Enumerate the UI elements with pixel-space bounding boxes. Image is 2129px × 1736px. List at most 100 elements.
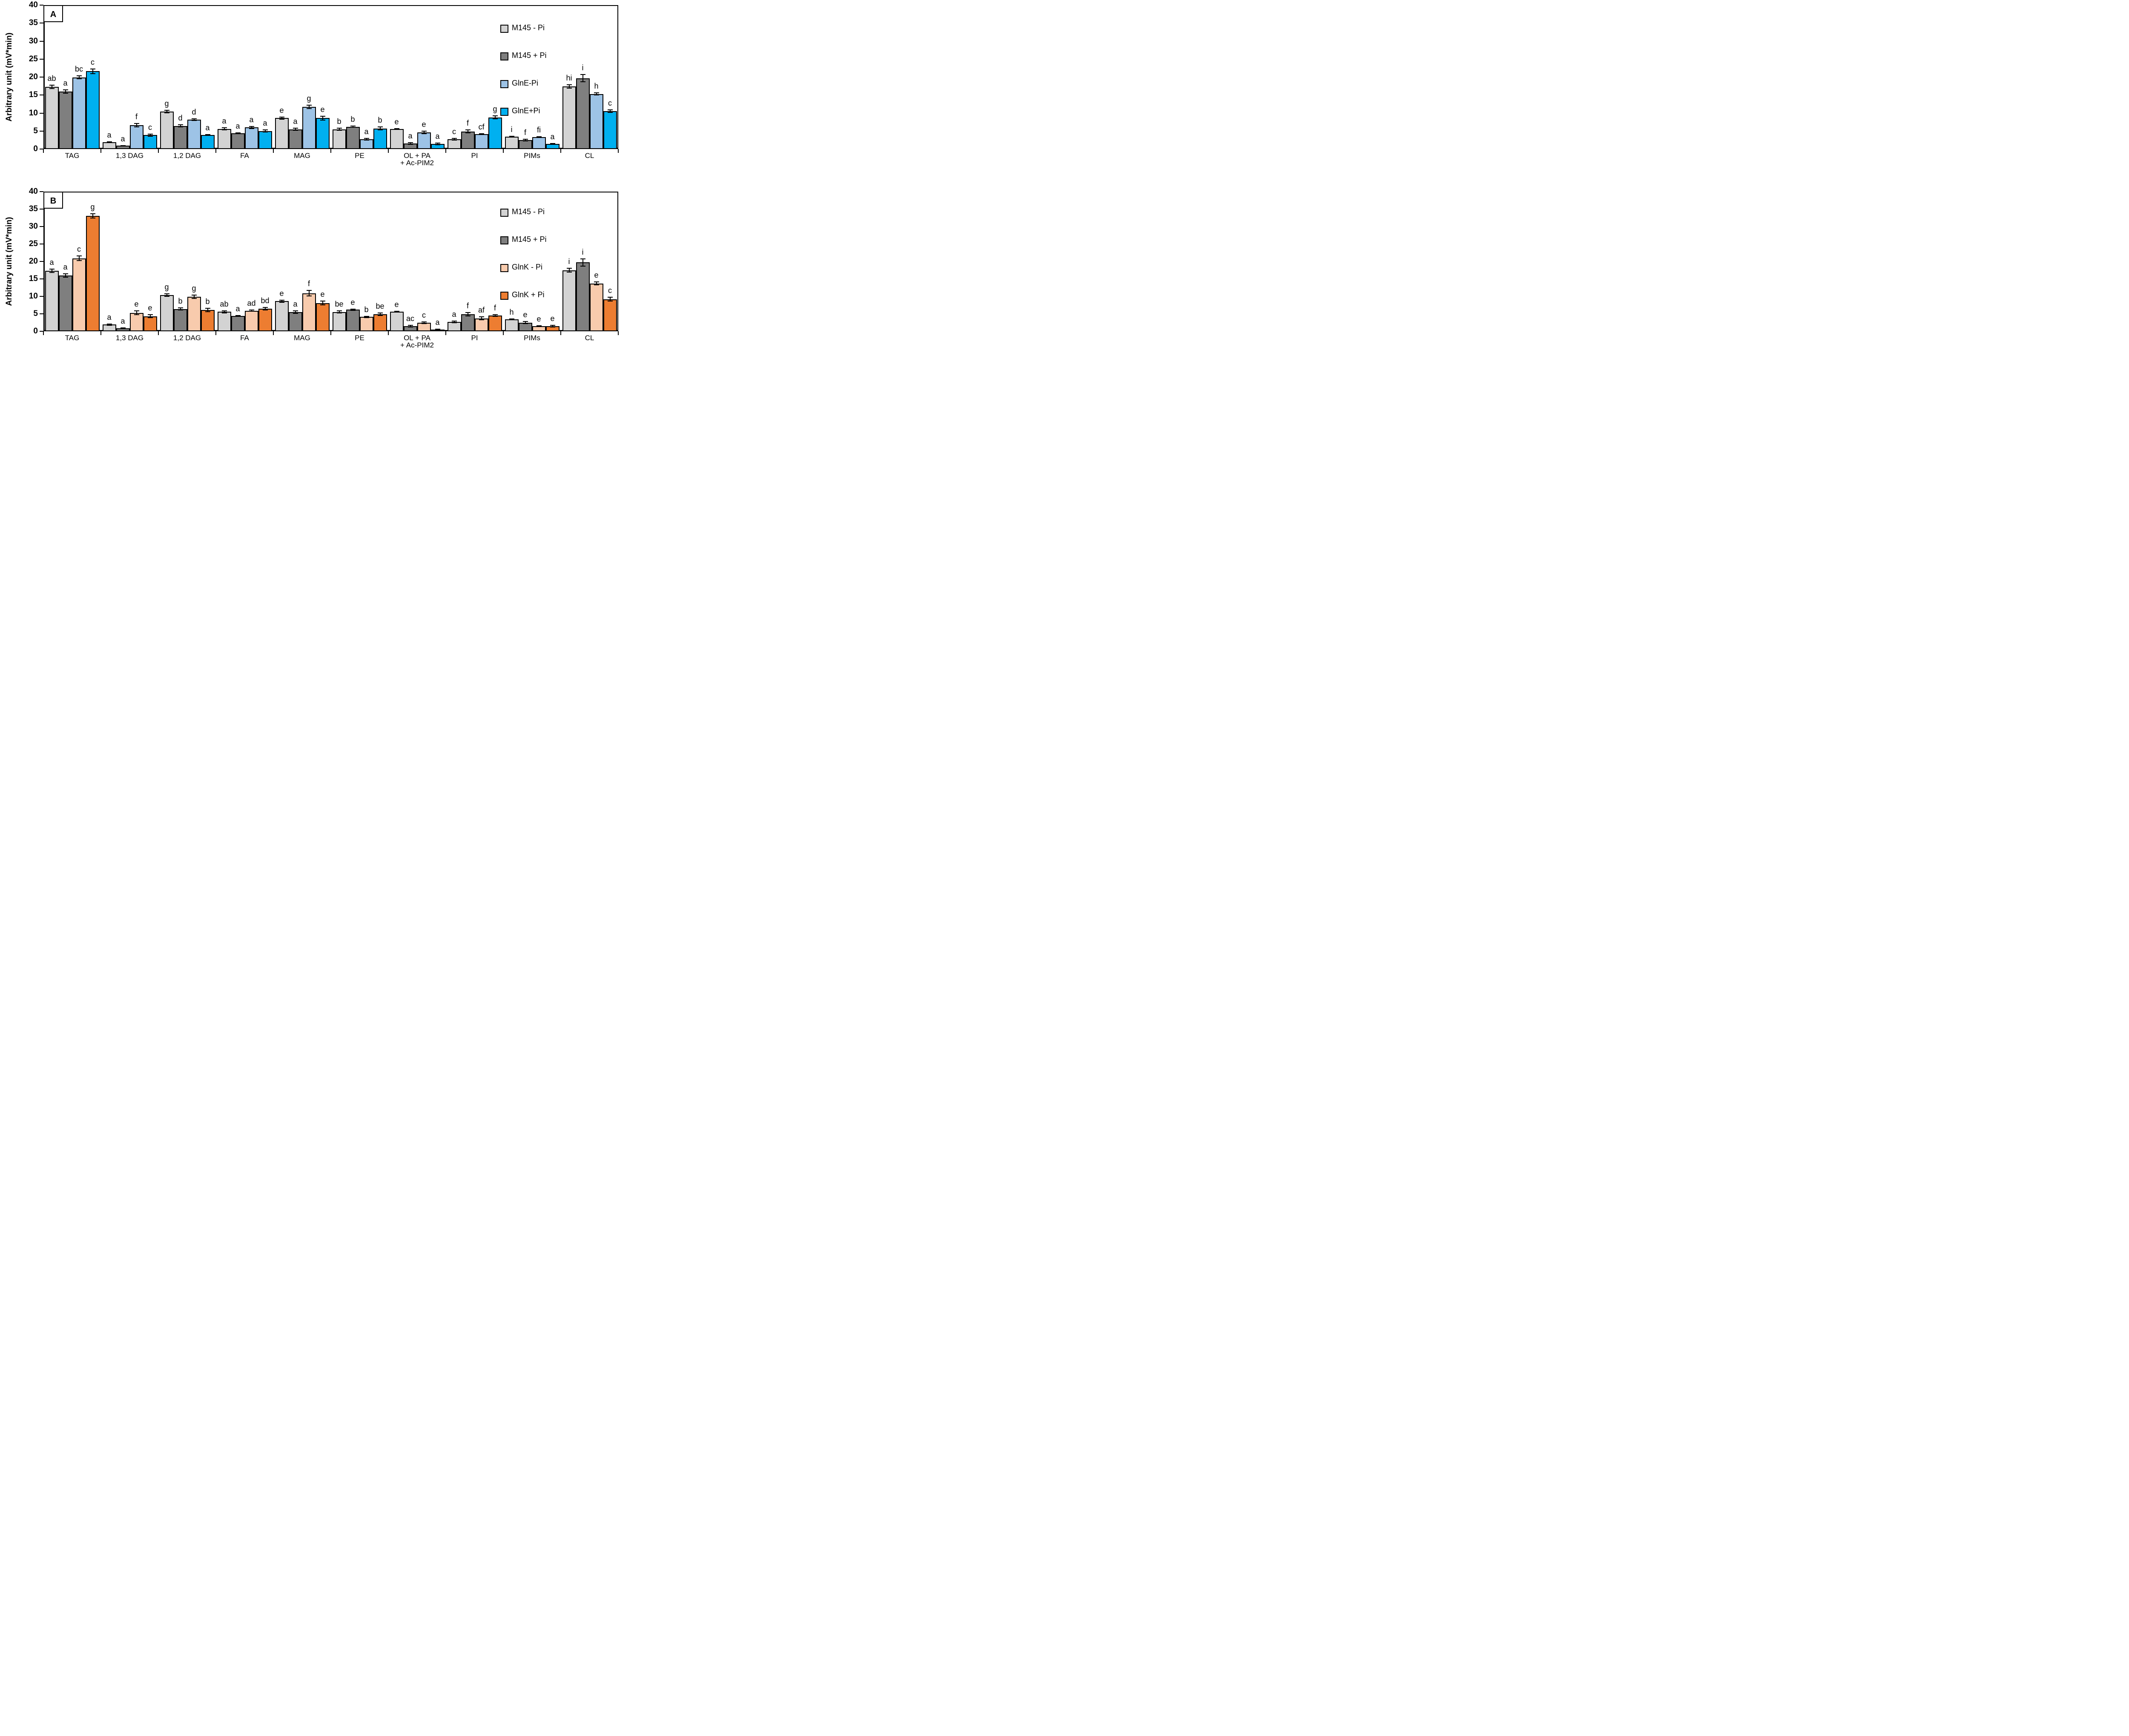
error-bar-cap-bottom xyxy=(205,135,210,136)
plot-area xyxy=(43,192,618,331)
bar xyxy=(45,271,59,331)
bar xyxy=(231,316,245,331)
x-tick-label: FA xyxy=(240,152,249,160)
error-bar-cap-bottom xyxy=(394,129,399,130)
x-axis-tick xyxy=(560,331,561,335)
bar xyxy=(231,133,245,149)
x-axis-tick xyxy=(158,149,159,153)
error-bar-cap-bottom xyxy=(63,276,68,278)
error-bar-cap-bottom xyxy=(164,112,169,114)
x-tick-label: CL xyxy=(585,334,594,342)
y-axis-title: Arbitrary unit (mV*min) xyxy=(5,32,14,122)
bar xyxy=(589,283,603,331)
y-tick-label: 20 xyxy=(29,257,38,266)
x-tick-label: MAG xyxy=(294,152,310,160)
error-bar-cap-bottom xyxy=(134,126,139,128)
error-bar-cap-bottom xyxy=(451,139,457,141)
error-bar-cap-top xyxy=(350,308,356,310)
error-bar-cap-top xyxy=(49,269,55,270)
legend-swatch xyxy=(500,108,508,116)
error-bar xyxy=(568,84,570,89)
error-bar xyxy=(224,128,225,130)
error-bar-cap-bottom xyxy=(293,130,298,131)
error-bar-cap-bottom xyxy=(49,88,55,89)
error-bar-cap-top xyxy=(262,307,268,308)
error-bar-cap-top xyxy=(465,312,471,313)
x-tick-label: 1,3 DAG xyxy=(115,152,144,160)
error-bar xyxy=(366,138,367,140)
y-tick-label: 40 xyxy=(29,187,38,196)
error-bar-cap-top xyxy=(205,134,210,135)
error-bar-cap-bottom xyxy=(350,127,356,128)
error-bar-cap-bottom xyxy=(134,314,139,316)
error-bar xyxy=(494,315,496,316)
error-bar xyxy=(166,293,167,296)
bar xyxy=(576,78,590,149)
legend-swatch xyxy=(500,52,508,60)
error-bar-cap-bottom xyxy=(509,319,514,321)
error-bar-cap-top xyxy=(451,138,457,139)
error-bar xyxy=(609,110,611,113)
y-tick-label: 5 xyxy=(33,126,38,135)
error-bar xyxy=(251,126,252,129)
error-bar xyxy=(453,321,455,323)
x-axis-tick xyxy=(330,331,331,335)
y-axis-tick xyxy=(40,40,43,42)
error-bar-cap-bottom xyxy=(120,328,126,329)
error-bar-cap-top xyxy=(90,213,95,214)
bar xyxy=(447,139,461,149)
error-bar-cap-top xyxy=(134,123,139,124)
error-bar xyxy=(423,131,425,134)
error-bar xyxy=(180,308,181,310)
bar xyxy=(332,312,346,331)
x-tick-label: PE xyxy=(355,152,364,160)
bar xyxy=(302,293,316,331)
error-bar-cap-top xyxy=(191,294,197,296)
error-bar-cap-top xyxy=(465,129,471,130)
y-axis-tick xyxy=(40,261,43,262)
y-tick-label: 0 xyxy=(33,327,38,336)
x-tick-label: 1,3 DAG xyxy=(115,334,144,342)
error-bar-cap-bottom xyxy=(178,126,183,128)
bar xyxy=(58,91,72,149)
y-tick-label: 20 xyxy=(29,72,38,81)
error-bar-cap-top xyxy=(147,133,153,135)
error-bar-cap-top xyxy=(509,136,514,137)
bar xyxy=(603,111,617,149)
bar xyxy=(129,125,143,149)
error-bar-cap-top xyxy=(607,109,613,111)
y-axis-tick xyxy=(40,313,43,314)
x-tick-label: TAG xyxy=(65,334,80,342)
error-bar xyxy=(207,308,208,312)
error-bar-cap-bottom xyxy=(191,120,197,121)
bar xyxy=(160,112,174,149)
error-bar-cap-bottom xyxy=(377,315,383,316)
error-bar-cap-top xyxy=(164,110,169,111)
bar xyxy=(173,309,187,331)
error-bar-cap-top xyxy=(178,307,183,309)
error-bar xyxy=(92,213,93,218)
error-bar-cap-bottom xyxy=(435,144,440,146)
error-bar xyxy=(494,116,496,119)
bar xyxy=(302,107,316,149)
error-bar xyxy=(136,123,137,127)
legend-label: M145 + Pi xyxy=(512,235,547,244)
error-bar-cap-bottom xyxy=(364,139,369,141)
x-tick-label: MAG xyxy=(294,334,310,342)
error-bar-cap-top xyxy=(76,255,82,257)
error-bar xyxy=(322,116,323,120)
error-bar-cap-top xyxy=(205,307,210,309)
error-bar xyxy=(65,273,66,277)
error-bar xyxy=(596,93,597,95)
error-bar-cap-top xyxy=(394,128,399,129)
bar xyxy=(288,312,302,331)
panel-label-box: B xyxy=(43,192,63,209)
x-axis-tick xyxy=(100,331,101,335)
error-bar xyxy=(379,127,381,130)
bar xyxy=(143,316,157,331)
error-bar xyxy=(78,76,80,79)
error-bar-cap-bottom xyxy=(566,271,572,273)
bar xyxy=(359,139,373,149)
x-axis-tick xyxy=(43,331,44,335)
x-axis-tick xyxy=(388,331,389,335)
